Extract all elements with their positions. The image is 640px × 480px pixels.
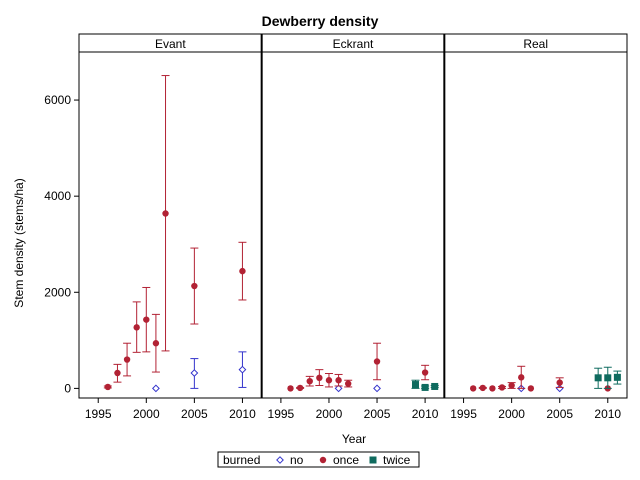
point-real-once-1996 <box>469 385 477 392</box>
y-tick-label-4000: 4000 <box>44 189 71 203</box>
point-real-once-2001 <box>518 374 525 381</box>
x-tick-label-evant-2000: 2000 <box>133 407 160 421</box>
point-real-once-1997 <box>479 384 486 392</box>
point-real-once-2000 <box>508 382 515 389</box>
point-eckrant-once-2000 <box>325 377 333 384</box>
point-evant-once-1996 <box>104 383 112 391</box>
point-eckrant-once-1998 <box>306 377 313 385</box>
point-eckrant-no-2001 <box>334 384 343 393</box>
point-evant-once-2000 <box>143 316 150 323</box>
legend-box <box>217 451 420 468</box>
point-real-once-2005 <box>556 379 563 386</box>
point-real-twice-2011 <box>613 373 621 381</box>
point-eckrant-twice-2009 <box>411 381 419 389</box>
x-tick-label-real-2000: 2000 <box>498 407 525 421</box>
point-eckrant-once-1999 <box>316 374 323 382</box>
point-real-twice-2010 <box>604 374 612 382</box>
x-axis-label: Year <box>342 432 366 446</box>
point-evant-once-2010 <box>239 267 246 275</box>
panel-label-eckrant: Eckrant <box>333 37 374 51</box>
x-tick-label-real-2010: 2010 <box>594 407 621 421</box>
legend-marker-once <box>319 456 327 464</box>
point-evant-once-1997 <box>114 369 121 377</box>
x-tick-label-evant-1995: 1995 <box>85 407 112 421</box>
point-eckrant-once-1997 <box>296 384 304 392</box>
legend: burned no once twice <box>217 451 420 468</box>
point-real-once-2002 <box>527 385 535 392</box>
x-tick-label-real-1995: 1995 <box>450 407 477 421</box>
chart-title: Dewberry density <box>262 13 379 29</box>
point-eckrant-twice-2010 <box>421 383 429 391</box>
point-eckrant-no-2005 <box>373 384 381 393</box>
legend-marker-no <box>276 456 284 464</box>
legend-label-twice: twice <box>383 453 411 467</box>
point-eckrant-once-1996 <box>287 385 294 392</box>
point-real-twice-2009 <box>594 374 602 382</box>
point-evant-once-1999 <box>133 324 140 331</box>
x-tick-label-eckrant-2000: 2000 <box>316 407 343 421</box>
y-tick-label-6000: 6000 <box>44 93 71 107</box>
y-tick-label-2000: 2000 <box>44 285 71 299</box>
point-eckrant-twice-2011 <box>431 382 439 390</box>
y-tick-label-0: 0 <box>64 381 71 395</box>
x-tick-label-evant-2005: 2005 <box>181 407 208 421</box>
legend-marker-twice <box>369 456 377 464</box>
panel-frame-real <box>443 51 628 399</box>
point-eckrant-once-2010 <box>421 369 429 376</box>
point-evant-once-1998 <box>123 356 131 363</box>
point-evant-once-2005 <box>191 282 198 290</box>
point-evant-once-2001 <box>152 340 160 347</box>
point-eckrant-once-2005 <box>373 358 381 365</box>
point-evant-no-2001 <box>152 384 160 393</box>
point-eckrant-once-2002 <box>344 380 352 387</box>
legend-label-once: once <box>333 453 359 467</box>
point-eckrant-once-2001 <box>335 377 342 384</box>
point-real-once-1998 <box>489 385 496 392</box>
point-evant-no-2010 <box>238 365 247 374</box>
y-axis-label: Stem density (stems/ha) <box>12 178 26 307</box>
point-evant-once-2002 <box>162 210 169 217</box>
x-tick-label-eckrant-1995: 1995 <box>268 407 295 421</box>
x-tick-label-eckrant-2005: 2005 <box>364 407 391 421</box>
panel-label-real: Real <box>523 37 548 51</box>
point-evant-no-2005 <box>190 369 199 377</box>
panel-frame-evant <box>78 51 263 399</box>
x-tick-label-real-2005: 2005 <box>546 407 573 421</box>
point-real-once-1999 <box>498 384 506 391</box>
panel-label-evant: Evant <box>155 37 186 51</box>
plot-area: 0 2000 4000 6000 Evant 1995 2000 2005 2010 Eckran… <box>44 33 628 421</box>
legend-title: burned <box>223 453 260 467</box>
legend-label-no: no <box>290 453 304 467</box>
panel-frame-eckrant <box>261 51 445 399</box>
x-tick-label-eckrant-2010: 2010 <box>412 407 439 421</box>
x-tick-label-evant-2010: 2010 <box>229 407 256 421</box>
